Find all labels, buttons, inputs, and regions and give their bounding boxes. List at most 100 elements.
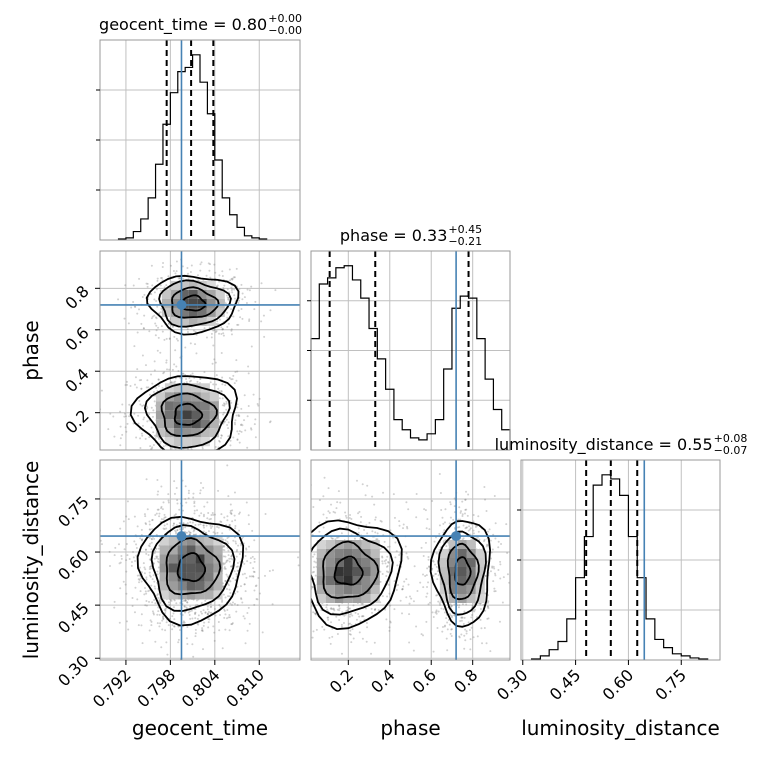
sample-point (474, 608, 477, 611)
sample-point (241, 292, 244, 295)
sample-point (140, 624, 143, 627)
sample-point (292, 620, 294, 622)
sample-point (186, 601, 189, 604)
sample-point (307, 584, 309, 586)
sample-point (314, 613, 317, 616)
sample-point (132, 551, 135, 554)
sample-point (193, 500, 196, 503)
sample-point (122, 580, 125, 583)
sample-point (193, 451, 195, 453)
sample-point (239, 585, 242, 588)
sample-point (222, 562, 225, 565)
sample-point (222, 593, 225, 596)
sample-point (253, 557, 256, 560)
sample-point (209, 606, 212, 609)
sample-point (152, 612, 155, 615)
sample-point (407, 508, 410, 511)
sample-point (226, 325, 229, 328)
sample-point (465, 526, 468, 529)
sample-point (202, 624, 205, 627)
sample-point (460, 616, 463, 619)
sample-point (223, 562, 226, 565)
sample-point (243, 583, 246, 586)
sample-point (225, 408, 228, 411)
sample-point (439, 603, 442, 606)
sample-point (375, 538, 378, 541)
sample-point (450, 628, 453, 631)
sample-point (227, 495, 230, 498)
sample-point (223, 516, 226, 519)
contour-line (322, 540, 380, 599)
sample-point (444, 624, 447, 627)
sample-point (401, 588, 404, 591)
density-cell (457, 549, 467, 559)
sample-point (246, 446, 249, 449)
sample-point (221, 270, 224, 273)
sample-point (212, 383, 215, 386)
sample-point (141, 354, 144, 357)
density-cell (186, 563, 196, 573)
sample-point (108, 565, 111, 568)
sample-point (258, 397, 261, 400)
sample-point (228, 523, 231, 526)
sample-point (228, 377, 231, 380)
sample-point (157, 561, 160, 564)
sample-point (239, 542, 242, 545)
density-cell (439, 567, 449, 577)
sample-point (314, 574, 317, 577)
sample-point (218, 397, 221, 400)
sample-point (219, 318, 222, 321)
sample-point (330, 607, 333, 610)
sample-point (182, 522, 185, 525)
sample-point (255, 598, 258, 601)
sample-point (312, 586, 315, 589)
sample-point (248, 319, 251, 322)
density-cell (361, 549, 371, 559)
sample-point (220, 434, 223, 437)
sample-point (96, 404, 98, 406)
density-cell (182, 437, 192, 447)
sample-point (113, 554, 116, 557)
density-cell (182, 392, 192, 402)
density-cell (475, 567, 485, 577)
contour-line (333, 555, 364, 586)
sample-point (214, 532, 217, 535)
sample-point (189, 531, 192, 534)
y-axis-label-luminosity_distance: luminosity_distance (19, 461, 43, 660)
sample-point (153, 537, 156, 540)
sample-point (329, 607, 332, 610)
sample-point (200, 512, 203, 515)
sample-point (253, 603, 256, 606)
sample-point (160, 518, 163, 521)
sample-point (467, 529, 470, 532)
sample-point (245, 547, 248, 550)
sample-point (230, 512, 233, 515)
density-cell (334, 567, 344, 577)
sample-point (405, 552, 408, 555)
sample-point (248, 289, 251, 292)
sample-point (371, 611, 374, 614)
sample-point (233, 602, 236, 605)
sample-point (442, 540, 445, 543)
sample-point (379, 519, 382, 522)
sample-point (161, 619, 164, 622)
sample-point (173, 363, 176, 366)
sample-point (185, 637, 188, 640)
sample-point (236, 569, 239, 572)
sample-point (150, 548, 153, 551)
sample-point (435, 594, 438, 597)
sample-point (338, 607, 341, 610)
sample-point (218, 604, 221, 607)
density-cell (155, 428, 165, 438)
sample-point (348, 615, 351, 618)
sample-point (436, 594, 439, 597)
sample-point (165, 284, 168, 287)
sample-point (351, 614, 354, 617)
sample-point (227, 554, 230, 557)
density-cell (475, 594, 485, 604)
sample-point (222, 286, 225, 289)
density-cell (209, 410, 219, 420)
sample-point (365, 621, 368, 624)
sample-point (389, 620, 392, 623)
density-cell (215, 298, 225, 308)
